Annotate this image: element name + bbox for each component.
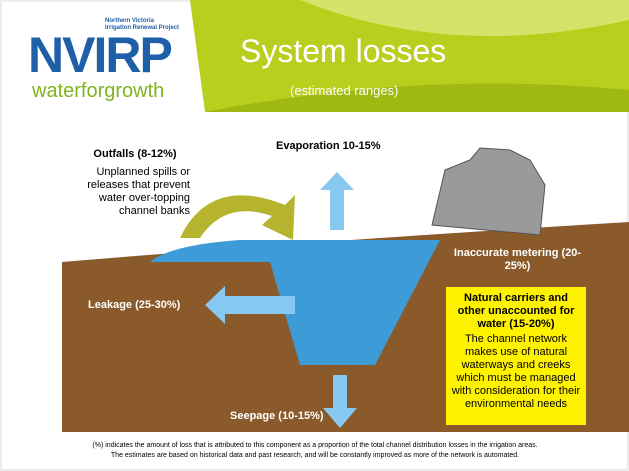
leakage-arrow <box>205 286 295 324</box>
banner-stripe <box>300 0 629 36</box>
natural-text: The channel network makes use of natural… <box>451 333 581 410</box>
footnote: (%) indicates the amount of loss that is… <box>92 442 538 459</box>
outfalls-text: Unplanned spills or releases that preven… <box>87 166 190 217</box>
seepage-arrow <box>323 375 357 428</box>
evaporation-arrow <box>320 172 354 230</box>
banner-stripe <box>205 83 629 112</box>
subtitle: (estimated ranges) <box>290 83 399 98</box>
natural-title: Natural carriers and other unaccounted f… <box>457 292 575 330</box>
outfalls-title: Outfalls (8-12%) <box>93 148 177 160</box>
leakage-label: Leakage (25-30%) <box>88 299 181 311</box>
metering-label: Inaccurate metering (20-25%) <box>453 247 582 272</box>
logo-name: NVIRP <box>28 27 173 83</box>
note-box <box>446 287 586 425</box>
logo-slogan: waterforgrowth <box>32 80 165 102</box>
evaporation-label: Evaporation 10-15% <box>276 140 381 152</box>
logo-tagline: Northern Victoria Irrigation Renewal Proj… <box>105 18 180 31</box>
seepage-label: Seepage (10-15%) <box>230 410 324 422</box>
outfall-arrow <box>180 195 295 240</box>
title: System losses <box>240 33 447 69</box>
meter-wheel <box>431 147 546 236</box>
